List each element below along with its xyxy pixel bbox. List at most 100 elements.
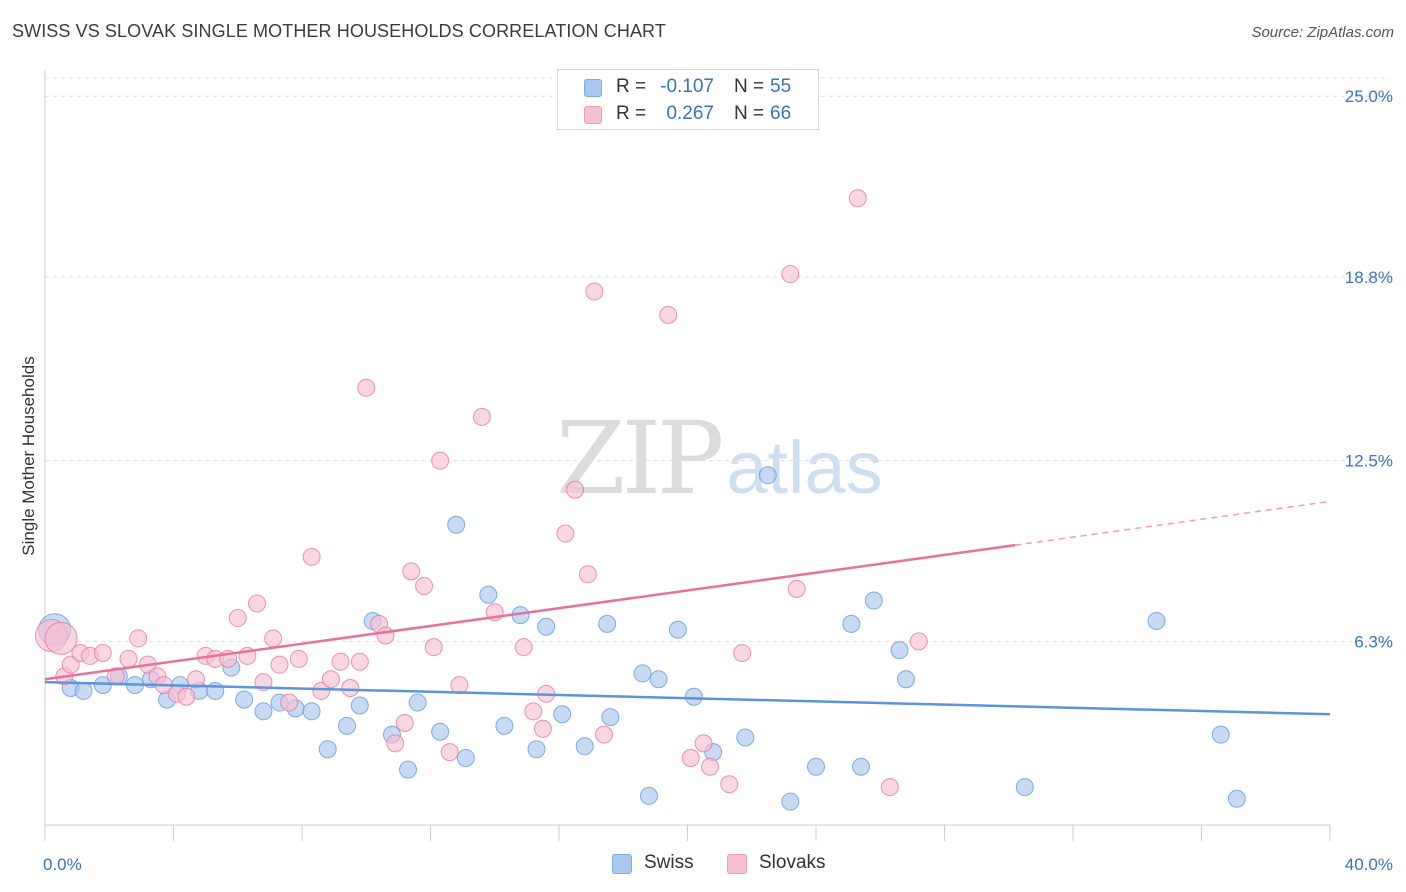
point-swiss	[206, 681, 225, 700]
point-swiss	[758, 466, 777, 485]
point-slovaks	[341, 678, 360, 697]
point-slovaks	[415, 576, 434, 595]
point-slovaks	[424, 638, 443, 657]
point-slovaks	[585, 282, 604, 301]
point-slovaks	[578, 565, 597, 584]
point-slovaks	[450, 676, 469, 695]
data-points	[34, 189, 1246, 811]
point-slovaks	[556, 524, 575, 543]
point-swiss	[235, 690, 254, 709]
point-swiss	[431, 722, 450, 741]
point-slovaks	[321, 670, 340, 689]
bottom-legend-swatch-swiss	[612, 854, 632, 874]
trend-line-swiss	[44, 680, 1331, 716]
bottom-legend-label-slovaks: Slovaks	[759, 852, 826, 873]
y-tick-label: 25.0%	[1345, 87, 1393, 106]
point-swiss	[668, 620, 687, 639]
watermark-atlas: atlas	[726, 426, 883, 509]
point-swiss	[639, 786, 658, 805]
point-swiss	[807, 757, 825, 776]
correlation-legend: R = -0.107 N = 55 R = 0.267 N = 66	[557, 69, 819, 130]
watermark: ZIPatlas	[556, 400, 883, 517]
point-slovaks	[376, 626, 395, 645]
point-slovaks	[270, 655, 289, 674]
y-tick-label: 12.5%	[1345, 452, 1393, 471]
point-slovaks	[533, 719, 552, 738]
x-tick-label: 0.0%	[43, 855, 82, 874]
bottom-legend-label-swiss: Swiss	[644, 852, 694, 873]
point-slovaks	[787, 579, 806, 598]
point-slovaks	[566, 480, 585, 499]
trend-line-slovaks-extension	[1015, 500, 1331, 546]
x-tick-label: 40.0%	[1345, 855, 1393, 874]
point-slovaks	[312, 681, 331, 700]
point-slovaks	[61, 655, 80, 674]
legend-n-label: N =	[734, 103, 765, 124]
point-slovaks	[280, 693, 299, 712]
point-slovaks	[331, 652, 350, 671]
chart-title: SWISS VS SLOVAK SINGLE MOTHER HOUSEHOLDS…	[12, 21, 666, 41]
point-swiss	[93, 676, 112, 695]
point-swiss	[537, 617, 556, 636]
legend-r-value: 0.267	[666, 103, 714, 124]
point-swiss	[890, 641, 909, 660]
point-swiss	[527, 740, 546, 759]
point-slovaks	[302, 547, 321, 566]
axes	[44, 70, 1331, 841]
point-swiss	[601, 708, 620, 727]
y-tick-label: 6.3%	[1354, 632, 1393, 651]
point-slovaks	[350, 652, 369, 671]
y-axis-title: Single Mother Households	[19, 356, 38, 555]
point-slovaks	[177, 687, 196, 706]
point-slovaks	[720, 775, 739, 794]
point-swiss	[447, 515, 466, 534]
point-swiss	[408, 693, 427, 712]
point-swiss	[684, 687, 703, 706]
bottom-legend-swatch-slovaks	[727, 854, 747, 874]
point-swiss	[842, 614, 861, 633]
point-slovaks	[119, 649, 138, 668]
legend-r-label: R =	[616, 103, 647, 124]
legend-r-label: R =	[616, 76, 647, 97]
point-slovaks	[186, 670, 205, 689]
trend-line-slovaks	[44, 543, 1016, 681]
point-swiss	[495, 716, 514, 735]
point-slovaks	[402, 562, 421, 581]
point-slovaks	[700, 757, 719, 776]
gridlines	[45, 77, 1390, 642]
point-swiss	[598, 614, 617, 633]
point-slovaks	[93, 644, 112, 663]
point-slovaks	[781, 265, 800, 284]
point-swiss	[1227, 789, 1246, 808]
point-slovaks	[289, 649, 308, 668]
legend-n-value: 66	[770, 103, 792, 124]
point-slovaks	[248, 594, 267, 613]
point-slovaks	[681, 748, 700, 767]
point-swiss	[736, 728, 755, 747]
chart-source: Source: ZipAtlas.com	[1251, 24, 1394, 41]
point-slovaks	[694, 734, 713, 753]
point-slovaks	[44, 621, 78, 655]
point-slovaks	[357, 378, 376, 397]
point-swiss	[456, 748, 475, 767]
point-slovaks	[228, 609, 247, 628]
point-slovaks	[472, 407, 491, 426]
point-swiss	[1015, 778, 1034, 797]
point-slovaks	[659, 305, 678, 324]
point-swiss	[553, 705, 572, 724]
point-swiss	[318, 740, 337, 759]
point-swiss	[851, 757, 870, 776]
point-swiss	[479, 585, 498, 604]
point-swiss	[781, 792, 800, 811]
point-swiss	[337, 716, 356, 735]
y-tick-label: 18.8%	[1345, 268, 1393, 287]
point-slovaks	[431, 451, 450, 470]
point-slovaks	[514, 638, 533, 657]
point-swiss	[302, 702, 321, 721]
point-swiss	[575, 737, 594, 756]
point-slovaks	[395, 713, 414, 732]
point-slovaks	[848, 189, 867, 208]
point-swiss	[1147, 611, 1166, 630]
point-slovaks	[386, 734, 405, 753]
